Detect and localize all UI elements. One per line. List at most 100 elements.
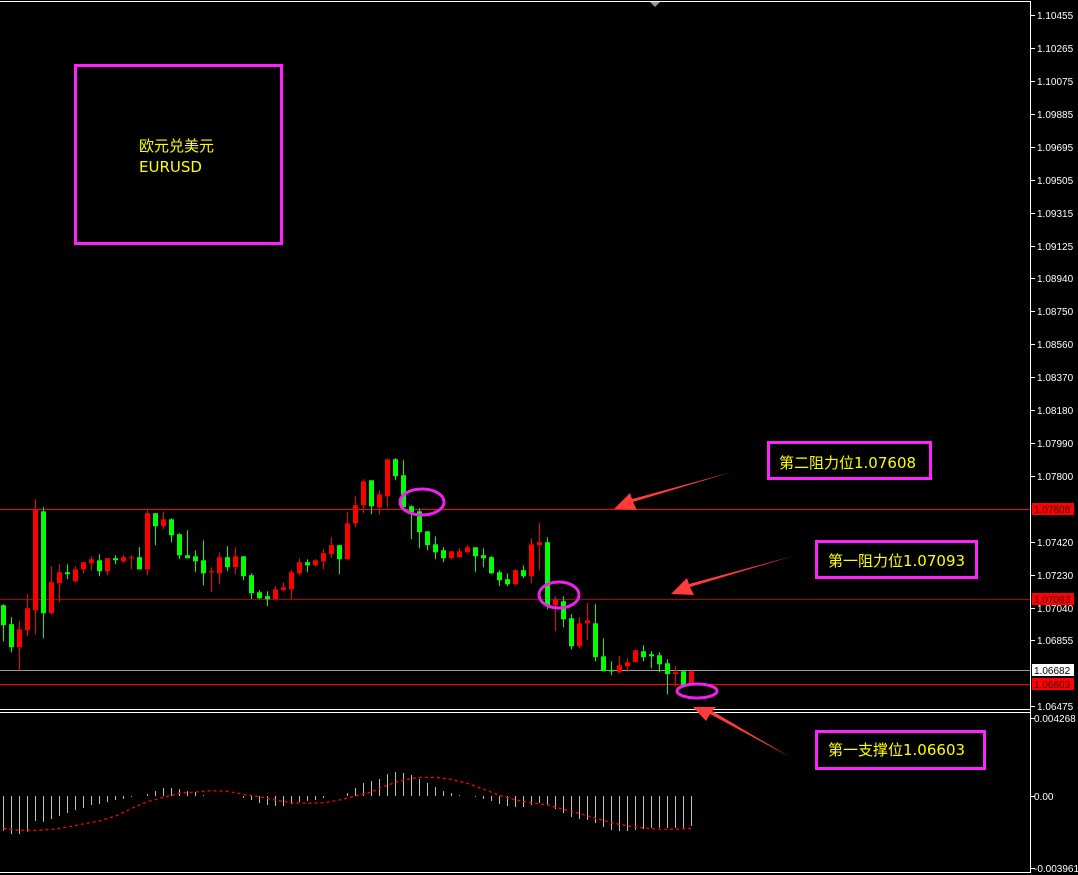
shift-marker-icon[interactable]	[650, 2, 660, 7]
symbol-name-cn: 欧元兑美元	[139, 137, 214, 155]
candle	[65, 564, 70, 580]
candle	[57, 564, 62, 603]
candle	[649, 651, 654, 669]
candle	[217, 552, 222, 585]
candle	[153, 513, 158, 546]
resistance-2-label: 第二阻力位1.07608	[779, 454, 916, 472]
candle-body	[441, 550, 446, 559]
axis-tick-label: 1.09885	[1037, 110, 1074, 121]
candle-body	[521, 570, 526, 577]
candle	[137, 547, 142, 570]
candle	[241, 556, 246, 581]
horizontal-levels	[0, 509, 1030, 685]
candle	[1, 604, 6, 642]
symbol-box[interactable]	[74, 64, 283, 245]
price-level-badge	[1032, 678, 1074, 690]
candle	[465, 545, 470, 553]
candle	[593, 604, 598, 662]
candle	[265, 591, 270, 607]
candle	[249, 573, 254, 600]
axis-tick-label: 1.07230	[1037, 571, 1074, 582]
axis-tick-label: 1.09505	[1037, 176, 1074, 187]
candle-body	[321, 553, 326, 562]
support-1-box[interactable]	[815, 730, 986, 770]
candle	[161, 511, 166, 530]
candle-body	[593, 623, 598, 658]
candle	[321, 549, 326, 570]
candle-body	[641, 651, 646, 658]
candle	[673, 666, 678, 687]
candle	[529, 538, 534, 584]
candle	[513, 569, 518, 586]
candle-body	[545, 542, 550, 606]
candle-body	[481, 555, 486, 559]
candle	[345, 512, 350, 561]
candle	[113, 555, 118, 565]
resistance-1-label: 第一阻力位1.07093	[828, 552, 965, 570]
axis-tick-label: 1.09125	[1037, 242, 1074, 253]
candle	[73, 566, 78, 583]
candle-body	[241, 556, 246, 577]
candle-body	[249, 575, 254, 594]
candle	[665, 659, 670, 695]
candle-body	[689, 671, 694, 686]
candle	[441, 547, 446, 563]
candle-body	[569, 618, 574, 647]
candle	[433, 536, 438, 560]
candle	[369, 480, 374, 515]
candle	[9, 617, 14, 653]
candle-body	[529, 544, 534, 577]
candle-body	[601, 656, 606, 672]
price-level-badge	[1032, 593, 1074, 605]
osc-axis-tick-label: 0.00	[1034, 792, 1054, 803]
candle-body	[409, 506, 414, 513]
osc-axis-tick-label: 0.004268	[1034, 714, 1076, 725]
axis-tick-label: 1.10455	[1037, 11, 1074, 22]
candle-body	[377, 494, 382, 508]
candle	[473, 547, 478, 573]
candle	[601, 638, 606, 672]
candle-body	[161, 519, 166, 527]
candle	[537, 523, 542, 571]
candle	[97, 554, 102, 577]
candle-body	[1, 605, 6, 626]
candle-body	[257, 592, 262, 599]
candle-body	[681, 671, 686, 686]
candle-body	[193, 556, 198, 562]
price-level-label: 1.06682	[1034, 666, 1071, 677]
candle-body	[457, 551, 462, 558]
axis-tick-label: 1.09315	[1037, 209, 1074, 220]
candle-body	[537, 542, 542, 546]
candle	[49, 566, 54, 615]
candle-body	[305, 562, 310, 566]
candle	[521, 565, 526, 579]
candle	[233, 547, 238, 575]
candle-body	[209, 571, 214, 573]
candle-body	[345, 523, 350, 560]
candle-body	[585, 620, 590, 624]
osc-axis-tick-label: -0.003961	[1034, 864, 1078, 875]
candle	[297, 558, 302, 576]
candle-body	[65, 572, 70, 575]
resistance-1-box[interactable]	[815, 540, 978, 579]
candle-body	[657, 655, 662, 665]
resistance-2-box[interactable]	[767, 441, 932, 480]
candle	[505, 573, 510, 587]
candle	[361, 479, 366, 514]
price-level-label: 1.07608	[1034, 505, 1071, 516]
candle-body	[9, 624, 14, 648]
candle-body	[353, 505, 358, 524]
candle-body	[89, 559, 94, 564]
macd-signal-line	[3, 776, 692, 831]
axis-tick-label: 1.08750	[1037, 307, 1074, 318]
candle-body	[513, 570, 518, 585]
highlight-ellipse	[537, 580, 581, 610]
axis-tick-label: 1.06475	[1037, 702, 1074, 713]
candle-body	[577, 623, 582, 647]
candle-body	[137, 557, 142, 570]
candle-body	[393, 459, 398, 477]
candle-body	[633, 650, 638, 663]
candle-body	[25, 608, 30, 631]
candle-body	[561, 601, 566, 620]
